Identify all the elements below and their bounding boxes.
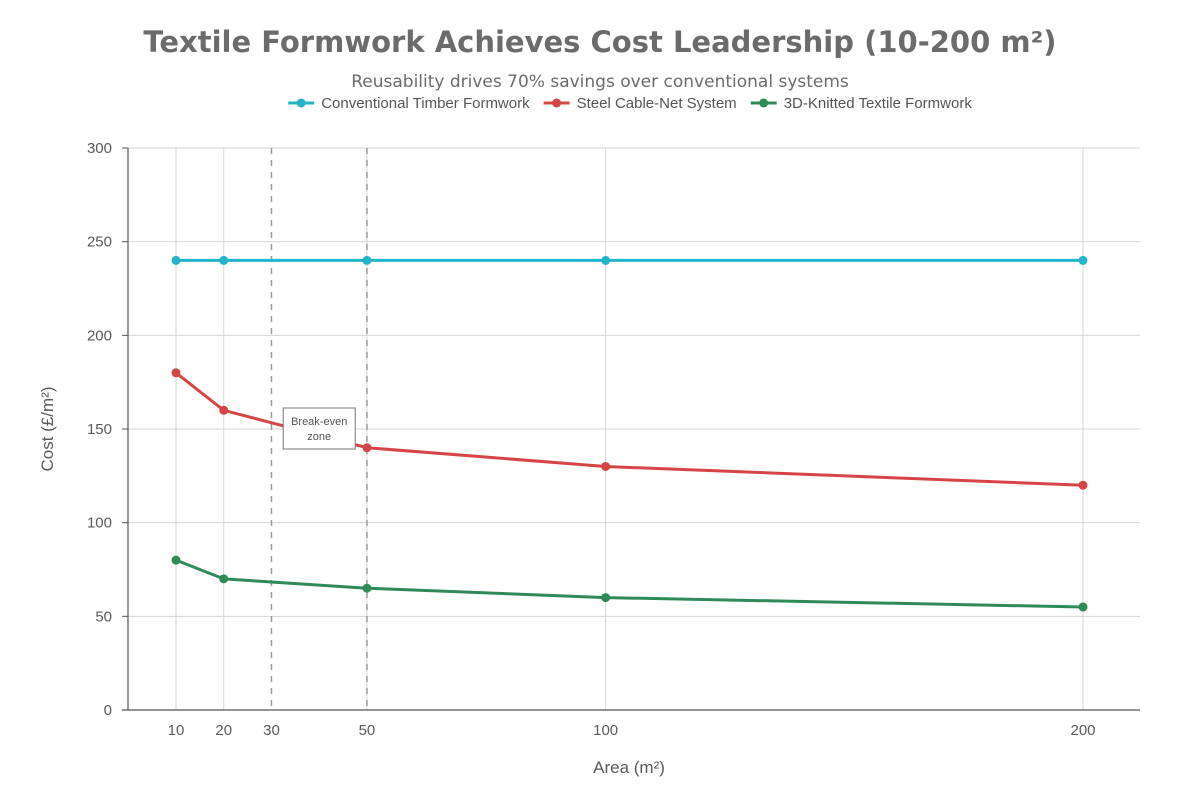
x-axis-title: Area (m²)	[593, 758, 665, 777]
data-point[interactable]	[1078, 255, 1088, 265]
y-tick-label: 50	[95, 608, 112, 625]
annotation-label-line1: Break-even	[291, 416, 347, 428]
data-point[interactable]	[219, 255, 229, 265]
chart-title: Textile Formwork Achieves Cost Leadershi…	[143, 25, 1056, 59]
legend-item[interactable]: 3D-Knitted Textile Formwork	[750, 95, 973, 112]
annotation: Break-even zone	[282, 407, 356, 450]
legend-marker-swatch	[759, 98, 769, 108]
annotation-label-line2: zone	[307, 431, 331, 443]
axes: 0 50 100 150 200 250 300 10 20 30 50 100 200	[87, 140, 1140, 739]
legend-item[interactable]: Steel Cable-Net System	[543, 95, 737, 112]
data-point[interactable]	[601, 255, 611, 265]
x-tick-label: 100	[593, 722, 618, 739]
y-tick-label: 0	[104, 702, 112, 719]
legend-marker-swatch	[296, 98, 306, 108]
x-tick-label: 200	[1070, 722, 1095, 739]
data-point[interactable]	[362, 583, 372, 593]
data-point[interactable]	[362, 255, 372, 265]
legend-item[interactable]: Conventional Timber Formwork	[288, 95, 530, 112]
data-point[interactable]	[171, 555, 181, 565]
data-point[interactable]	[171, 255, 181, 265]
data-point[interactable]	[362, 443, 372, 453]
legend: Conventional Timber Formwork Steel Cable-…	[288, 95, 972, 112]
data-point[interactable]	[171, 368, 181, 378]
annotation-box	[282, 407, 356, 450]
y-tick-label: 150	[87, 421, 112, 438]
chart-subtitle: Reusability drives 70% savings over conv…	[351, 72, 849, 92]
data-point[interactable]	[601, 593, 611, 603]
legend-label: Steel Cable-Net System	[577, 95, 737, 112]
x-tick-label: 30	[263, 722, 280, 739]
legend-marker-swatch	[552, 98, 562, 108]
series-line	[175, 558, 1084, 609]
y-axis-title: Cost (£/m²)	[38, 387, 57, 472]
data-point[interactable]	[1078, 480, 1088, 490]
x-tick-label: 10	[168, 722, 185, 739]
y-tick-label: 100	[87, 515, 112, 532]
data-point[interactable]	[1078, 602, 1088, 612]
series	[171, 255, 1088, 612]
reference-lines	[270, 148, 368, 710]
grid	[128, 147, 1140, 710]
y-tick-label: 200	[87, 327, 112, 344]
x-tick-label: 50	[359, 722, 376, 739]
y-tick-label: 250	[87, 234, 112, 251]
legend-label: Conventional Timber Formwork	[321, 95, 530, 112]
data-point[interactable]	[601, 461, 611, 471]
legend-label: 3D-Knitted Textile Formwork	[784, 95, 973, 112]
x-tick-label: 20	[215, 722, 232, 739]
data-point[interactable]	[219, 574, 229, 584]
y-tick-label: 300	[87, 140, 112, 157]
data-point[interactable]	[219, 405, 229, 415]
